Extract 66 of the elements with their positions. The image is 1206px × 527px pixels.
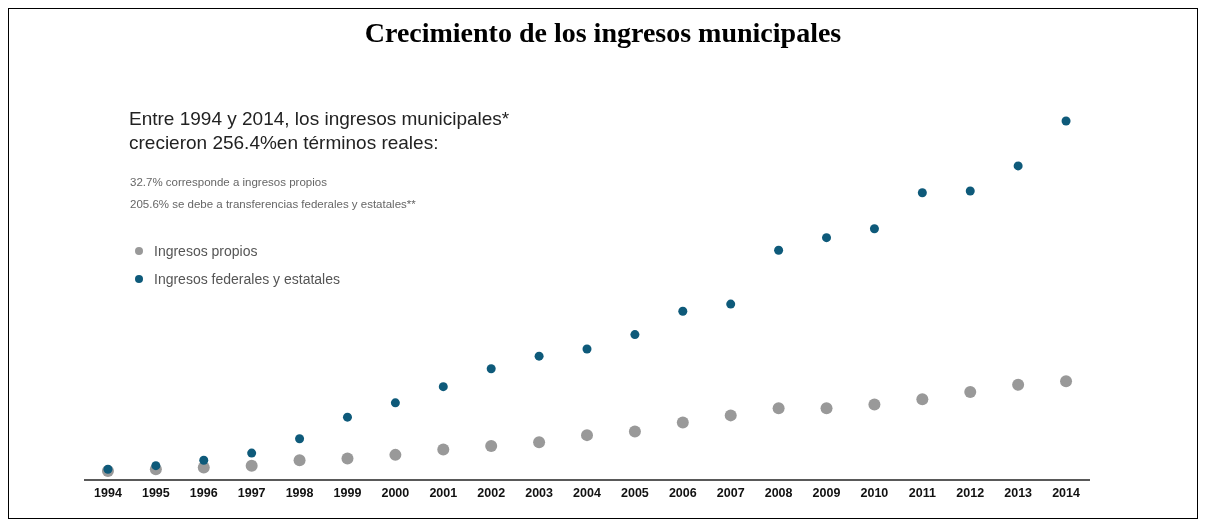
- point: [820, 402, 833, 415]
- x-tick-label: 2003: [525, 485, 554, 500]
- point: [726, 299, 736, 309]
- annotation: 205.6% se debe a transferencias federales y estatales**: [130, 198, 416, 210]
- annotation: 32.7% corresponde a ingresos propios: [130, 176, 327, 188]
- point: [869, 224, 879, 234]
- point: [916, 393, 929, 406]
- point: [581, 429, 593, 442]
- x-tick-label: 2009: [812, 485, 841, 500]
- point: [582, 344, 592, 354]
- chart-subtitle: Entre 1994 y 2014, los ingresos municipales* crecieron 256.4%en términos reales:: [129, 107, 511, 155]
- point: [822, 233, 832, 243]
- x-tick-label: 1995: [141, 485, 170, 500]
- x-tick-label: 2005: [621, 485, 649, 500]
- point: [630, 330, 640, 340]
- point: [295, 434, 305, 444]
- point: [724, 409, 737, 422]
- x-tick-label: 2011: [908, 485, 936, 500]
- x-tick-label: 2004: [573, 485, 601, 500]
- point: [1012, 378, 1025, 391]
- point: [247, 448, 257, 458]
- legend-label: Ingresos propios: [154, 242, 258, 261]
- point: [628, 425, 641, 438]
- chart-title: Crecimiento de los ingresos municipales: [363, 17, 843, 49]
- point: [389, 448, 402, 461]
- point: [534, 351, 544, 361]
- point: [1061, 116, 1071, 126]
- point: [1013, 161, 1023, 171]
- point: [293, 454, 306, 467]
- x-tick-label: 2001: [429, 485, 458, 500]
- point: [199, 455, 209, 465]
- point: [437, 443, 450, 456]
- point: [964, 386, 977, 399]
- point: [917, 188, 927, 198]
- x-tick-label: 1996: [189, 485, 218, 500]
- x-tick-label: 2000: [381, 485, 410, 500]
- point: [868, 398, 881, 411]
- point: [678, 306, 688, 316]
- point: [1060, 375, 1073, 388]
- point: [103, 464, 113, 474]
- x-tick-label: 2002: [477, 485, 506, 500]
- point: [533, 436, 546, 449]
- point: [342, 412, 352, 422]
- x-tick-label: 2006: [668, 485, 697, 500]
- point: [676, 416, 689, 429]
- x-tick-label: 2007: [716, 485, 745, 500]
- point: [245, 459, 258, 472]
- point: [774, 245, 784, 255]
- x-tick-label: 2010: [860, 485, 889, 500]
- x-tick-label: 1999: [333, 485, 362, 500]
- point: [151, 461, 161, 471]
- point: [438, 382, 448, 392]
- x-tick-label: 2014: [1052, 485, 1080, 500]
- legend-label: Ingresos federales y estatales: [154, 270, 340, 289]
- x-tick-label: 1994: [94, 485, 122, 500]
- x-tick-label: 1998: [285, 485, 314, 500]
- x-tick-label: 2013: [1004, 485, 1033, 500]
- point: [772, 402, 785, 415]
- x-tick-label: 2008: [764, 485, 793, 500]
- point: [486, 364, 496, 374]
- point: [341, 452, 354, 465]
- x-tick-label: 2012: [956, 485, 985, 500]
- x-tick-label: 1997: [237, 485, 266, 500]
- point: [485, 439, 498, 452]
- point: [390, 398, 400, 408]
- point: [965, 186, 975, 196]
